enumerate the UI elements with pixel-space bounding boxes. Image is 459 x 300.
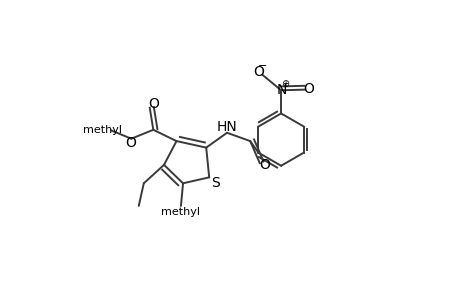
Text: S: S [211, 176, 219, 190]
Text: O: O [125, 136, 136, 150]
Text: methyl: methyl [83, 125, 122, 135]
Text: ⊕: ⊕ [280, 79, 288, 89]
Text: HN: HN [217, 120, 237, 134]
Text: −: − [257, 61, 266, 71]
Text: O: O [252, 65, 263, 79]
Text: N: N [276, 83, 286, 97]
Text: O: O [148, 97, 159, 111]
Text: methyl: methyl [161, 207, 200, 218]
Text: O: O [302, 82, 313, 96]
Text: O: O [258, 158, 269, 172]
